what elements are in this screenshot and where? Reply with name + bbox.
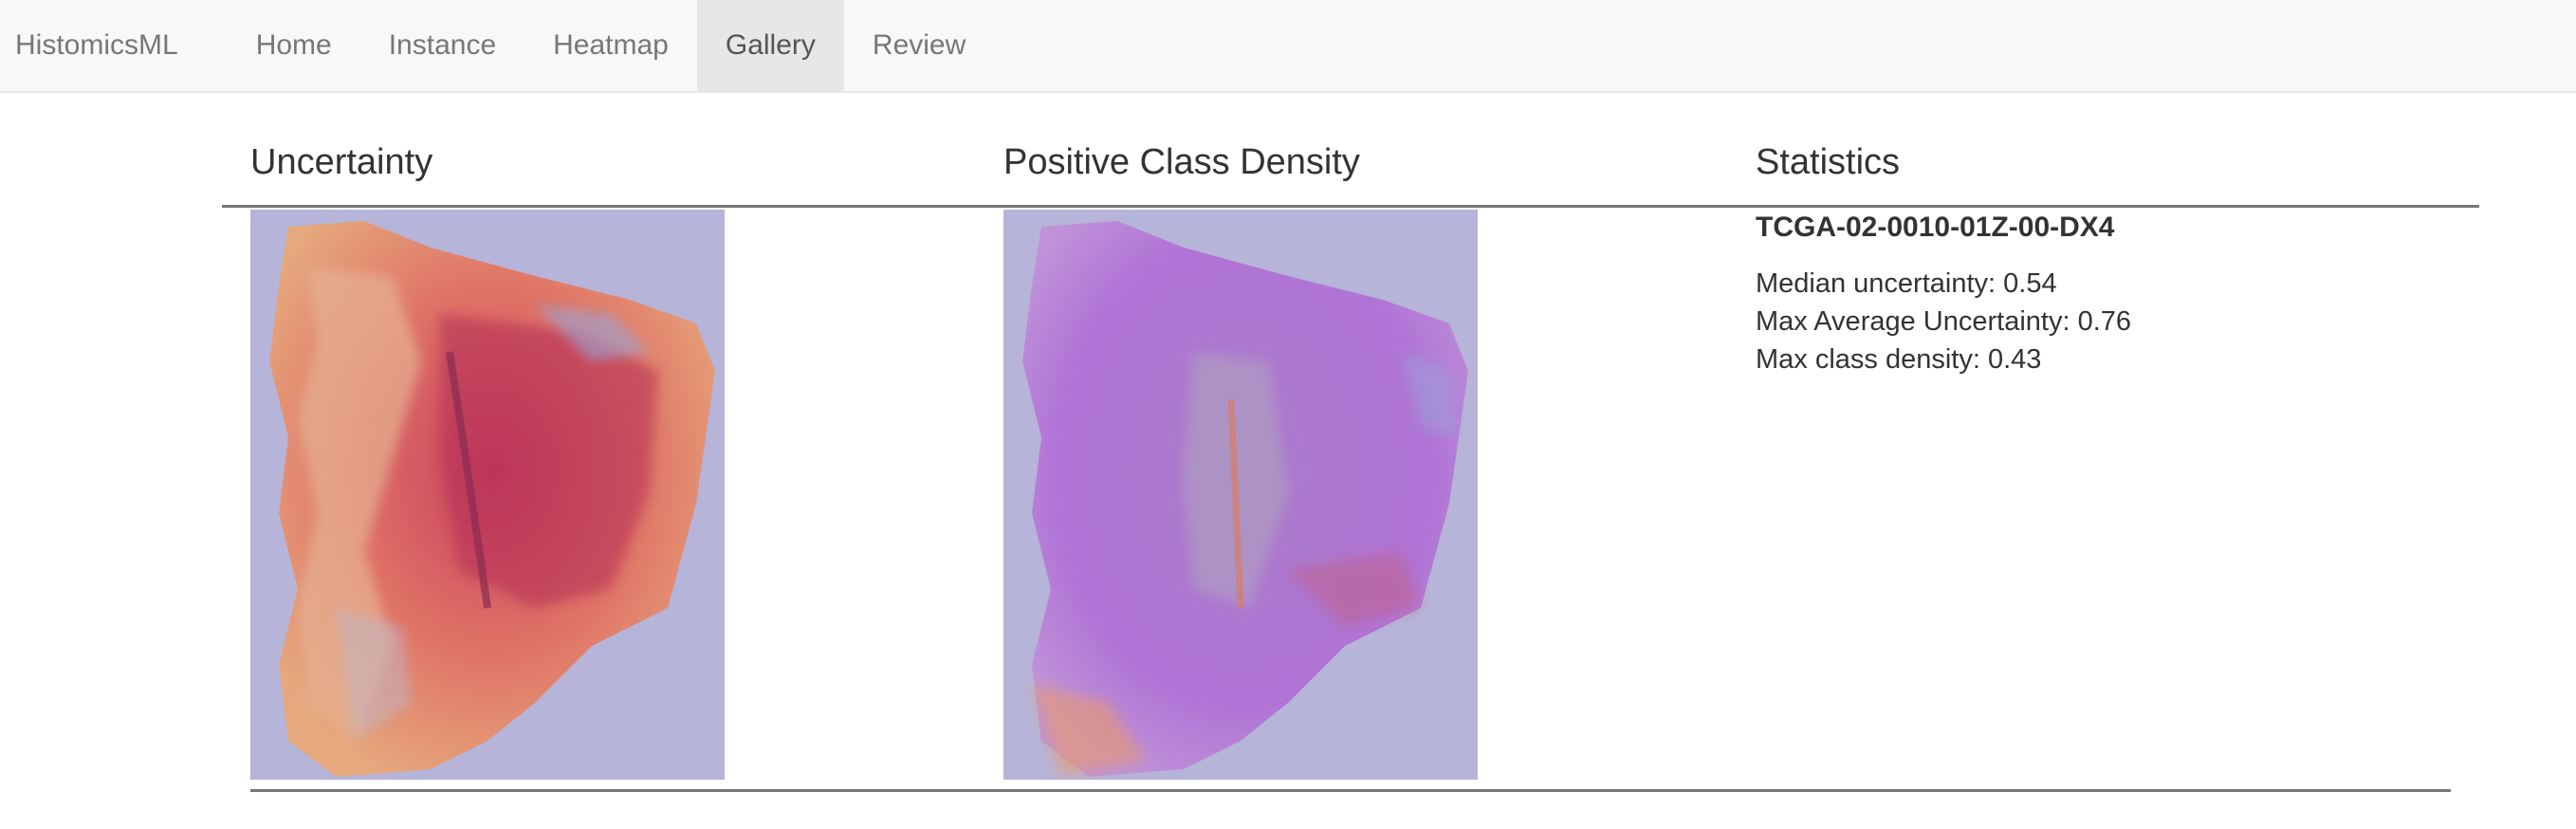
brand-link[interactable]: HistomicsML: [15, 29, 178, 61]
max-class-density-text: Max class density: 0.43: [1756, 344, 2042, 375]
max-average-uncertainty-text: Max Average Uncertainty: 0.76: [1756, 306, 2132, 337]
uncertainty-heading: Uncertainty: [250, 142, 433, 182]
median-uncertainty-text: Median uncertainty: 0.54: [1756, 268, 2057, 299]
table-row-divider: [250, 789, 2451, 792]
nav-menu: Home Instance Heatmap Gallery Review: [228, 0, 995, 91]
statistics-heading: Statistics: [1756, 142, 1901, 182]
statistics-panel: TCGA-02-0010-01Z-00-DX4 Median uncertain…: [1756, 212, 2131, 378]
uncertainty-heatmap-graphic: [269, 221, 715, 777]
nav-item-gallery[interactable]: Gallery: [696, 0, 844, 91]
nav-item-heatmap[interactable]: Heatmap: [553, 29, 669, 61]
density-heading: Positive Class Density: [1003, 142, 1360, 182]
nav-item-review[interactable]: Review: [872, 29, 966, 61]
nav-item-instance[interactable]: Instance: [388, 29, 497, 61]
density-heatmap-graphic: [1022, 221, 1468, 777]
slide-id[interactable]: TCGA-02-0010-01Z-00-DX4: [1756, 212, 2115, 243]
table-header-divider: [222, 205, 2479, 208]
density-heatmap-image[interactable]: [1003, 210, 1478, 780]
uncertainty-heatmap-image[interactable]: [250, 210, 725, 780]
nav-item-home[interactable]: Home: [255, 29, 332, 61]
top-navbar: HistomicsML Home Instance Heatmap Galler…: [0, 0, 2576, 93]
